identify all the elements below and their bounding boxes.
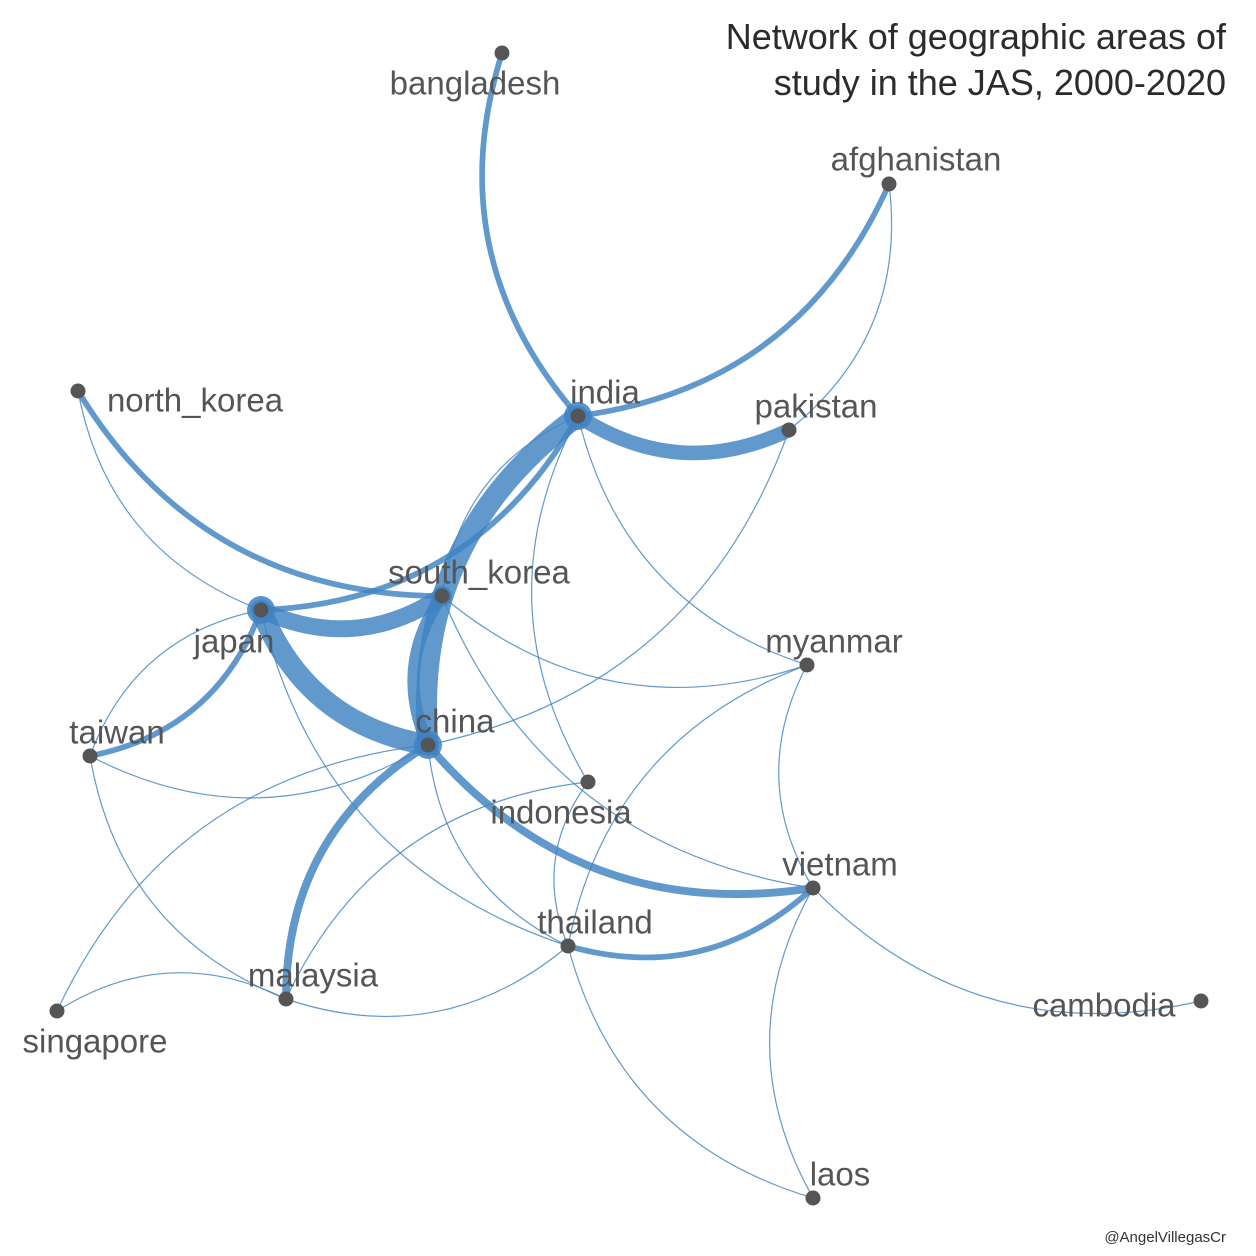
- node-malaysia: [278, 991, 294, 1007]
- node-label-vietnam: vietnam: [782, 846, 898, 883]
- node-label-bangladesh: bangladesh: [390, 65, 561, 102]
- node-label-taiwan: taiwan: [69, 714, 164, 751]
- node-label-thailand: thailand: [537, 904, 653, 941]
- edge-japan-china: [250, 599, 439, 756]
- node-label-cambodia: cambodia: [1032, 987, 1176, 1024]
- edge-taiwan-japan: [87, 607, 264, 759]
- node-india: [570, 408, 586, 424]
- edge-north_korea-japan: [77, 390, 262, 611]
- edge-india-indonesia: [531, 415, 589, 783]
- node-label-indonesia: indonesia: [490, 794, 632, 831]
- node-china: [420, 737, 436, 753]
- author-credit: @AngelVillegasCr: [1104, 1229, 1226, 1246]
- node-laos: [805, 1190, 821, 1206]
- title-line-1: Network of geographic areas of: [725, 16, 1226, 57]
- edge-pakistan-afghanistan: [788, 183, 893, 431]
- node-label-laos: laos: [810, 1156, 871, 1193]
- node-north_korea: [70, 383, 86, 399]
- edge-japan-south_korea: [252, 587, 451, 638]
- edge-south_korea-myanmar: [441, 595, 808, 689]
- edge-china-vietnam: [424, 741, 817, 899]
- node-label-north_korea: north_korea: [107, 382, 284, 419]
- node-label-malaysia: malaysia: [248, 957, 379, 994]
- node-pakistan: [781, 422, 797, 438]
- edge-bangladesh-india: [479, 50, 581, 419]
- edge-myanmar-vietnam: [778, 664, 814, 889]
- node-taiwan: [82, 748, 98, 764]
- edge-india-myanmar: [577, 415, 808, 666]
- node-cambodia: [1193, 993, 1209, 1009]
- edge-japan-india: [258, 413, 581, 613]
- edge-india-pakistan: [570, 408, 797, 461]
- edge-layer: [56, 50, 1202, 1199]
- node-bangladesh: [494, 45, 510, 61]
- edge-china-malaysia: [282, 741, 432, 1003]
- node-south_korea: [434, 588, 450, 604]
- edge-japan-taiwan: [89, 609, 262, 757]
- edge-thailand-laos: [567, 945, 814, 1199]
- edge-china-singapore: [56, 744, 429, 1012]
- node-label-japan: japan: [193, 623, 275, 660]
- node-layer: bangladesh afghanistan north_korea india pak…: [23, 45, 1209, 1206]
- edge-thailand-vietnam: [565, 885, 816, 961]
- edge-south_korea-china: [407, 589, 449, 752]
- edge-malaysia-thailand: [285, 945, 569, 1018]
- node-label-afghanistan: afghanistan: [831, 141, 1002, 178]
- edge-vietnam-laos: [769, 887, 814, 1199]
- title-line-2: study in the JAS, 2000-2020: [773, 62, 1226, 103]
- node-afghanistan: [881, 176, 897, 192]
- edge-south_korea-vietnam: [441, 595, 814, 889]
- node-label-china: china: [416, 703, 496, 740]
- edge-india-south_korea: [441, 415, 579, 597]
- node-label-singapore: singapore: [23, 1023, 168, 1060]
- edge-china-thailand: [427, 744, 569, 947]
- edge-indonesia-malaysia: [285, 781, 589, 1000]
- node-vietnam: [805, 880, 821, 896]
- node-japan: [253, 602, 269, 618]
- edge-vietnam-cambodia: [812, 887, 1202, 1015]
- node-label-south_korea: south_korea: [388, 554, 570, 591]
- node-label-india: india: [570, 374, 640, 411]
- edge-indonesia-thailand: [553, 781, 589, 947]
- node-indonesia: [580, 774, 596, 790]
- node-label-pakistan: pakistan: [755, 388, 878, 425]
- edge-myanmar-thailand: [567, 664, 808, 947]
- edge-india-afghanistan: [575, 181, 892, 419]
- edge-india-china: [415, 405, 589, 756]
- chart-title: Network of geographic areas of study in …: [586, 14, 1226, 106]
- edge-malaysia-singapore: [56, 972, 287, 1012]
- node-myanmar: [799, 657, 815, 673]
- edge-taiwan-china: [89, 744, 429, 799]
- node-thailand: [560, 938, 576, 954]
- node-singapore: [49, 1003, 65, 1019]
- edge-china-pakistan: [427, 429, 790, 746]
- node-label-myanmar: myanmar: [765, 623, 903, 660]
- edge-japan-thailand: [260, 609, 569, 947]
- edge-taiwan-malaysia: [89, 755, 287, 1000]
